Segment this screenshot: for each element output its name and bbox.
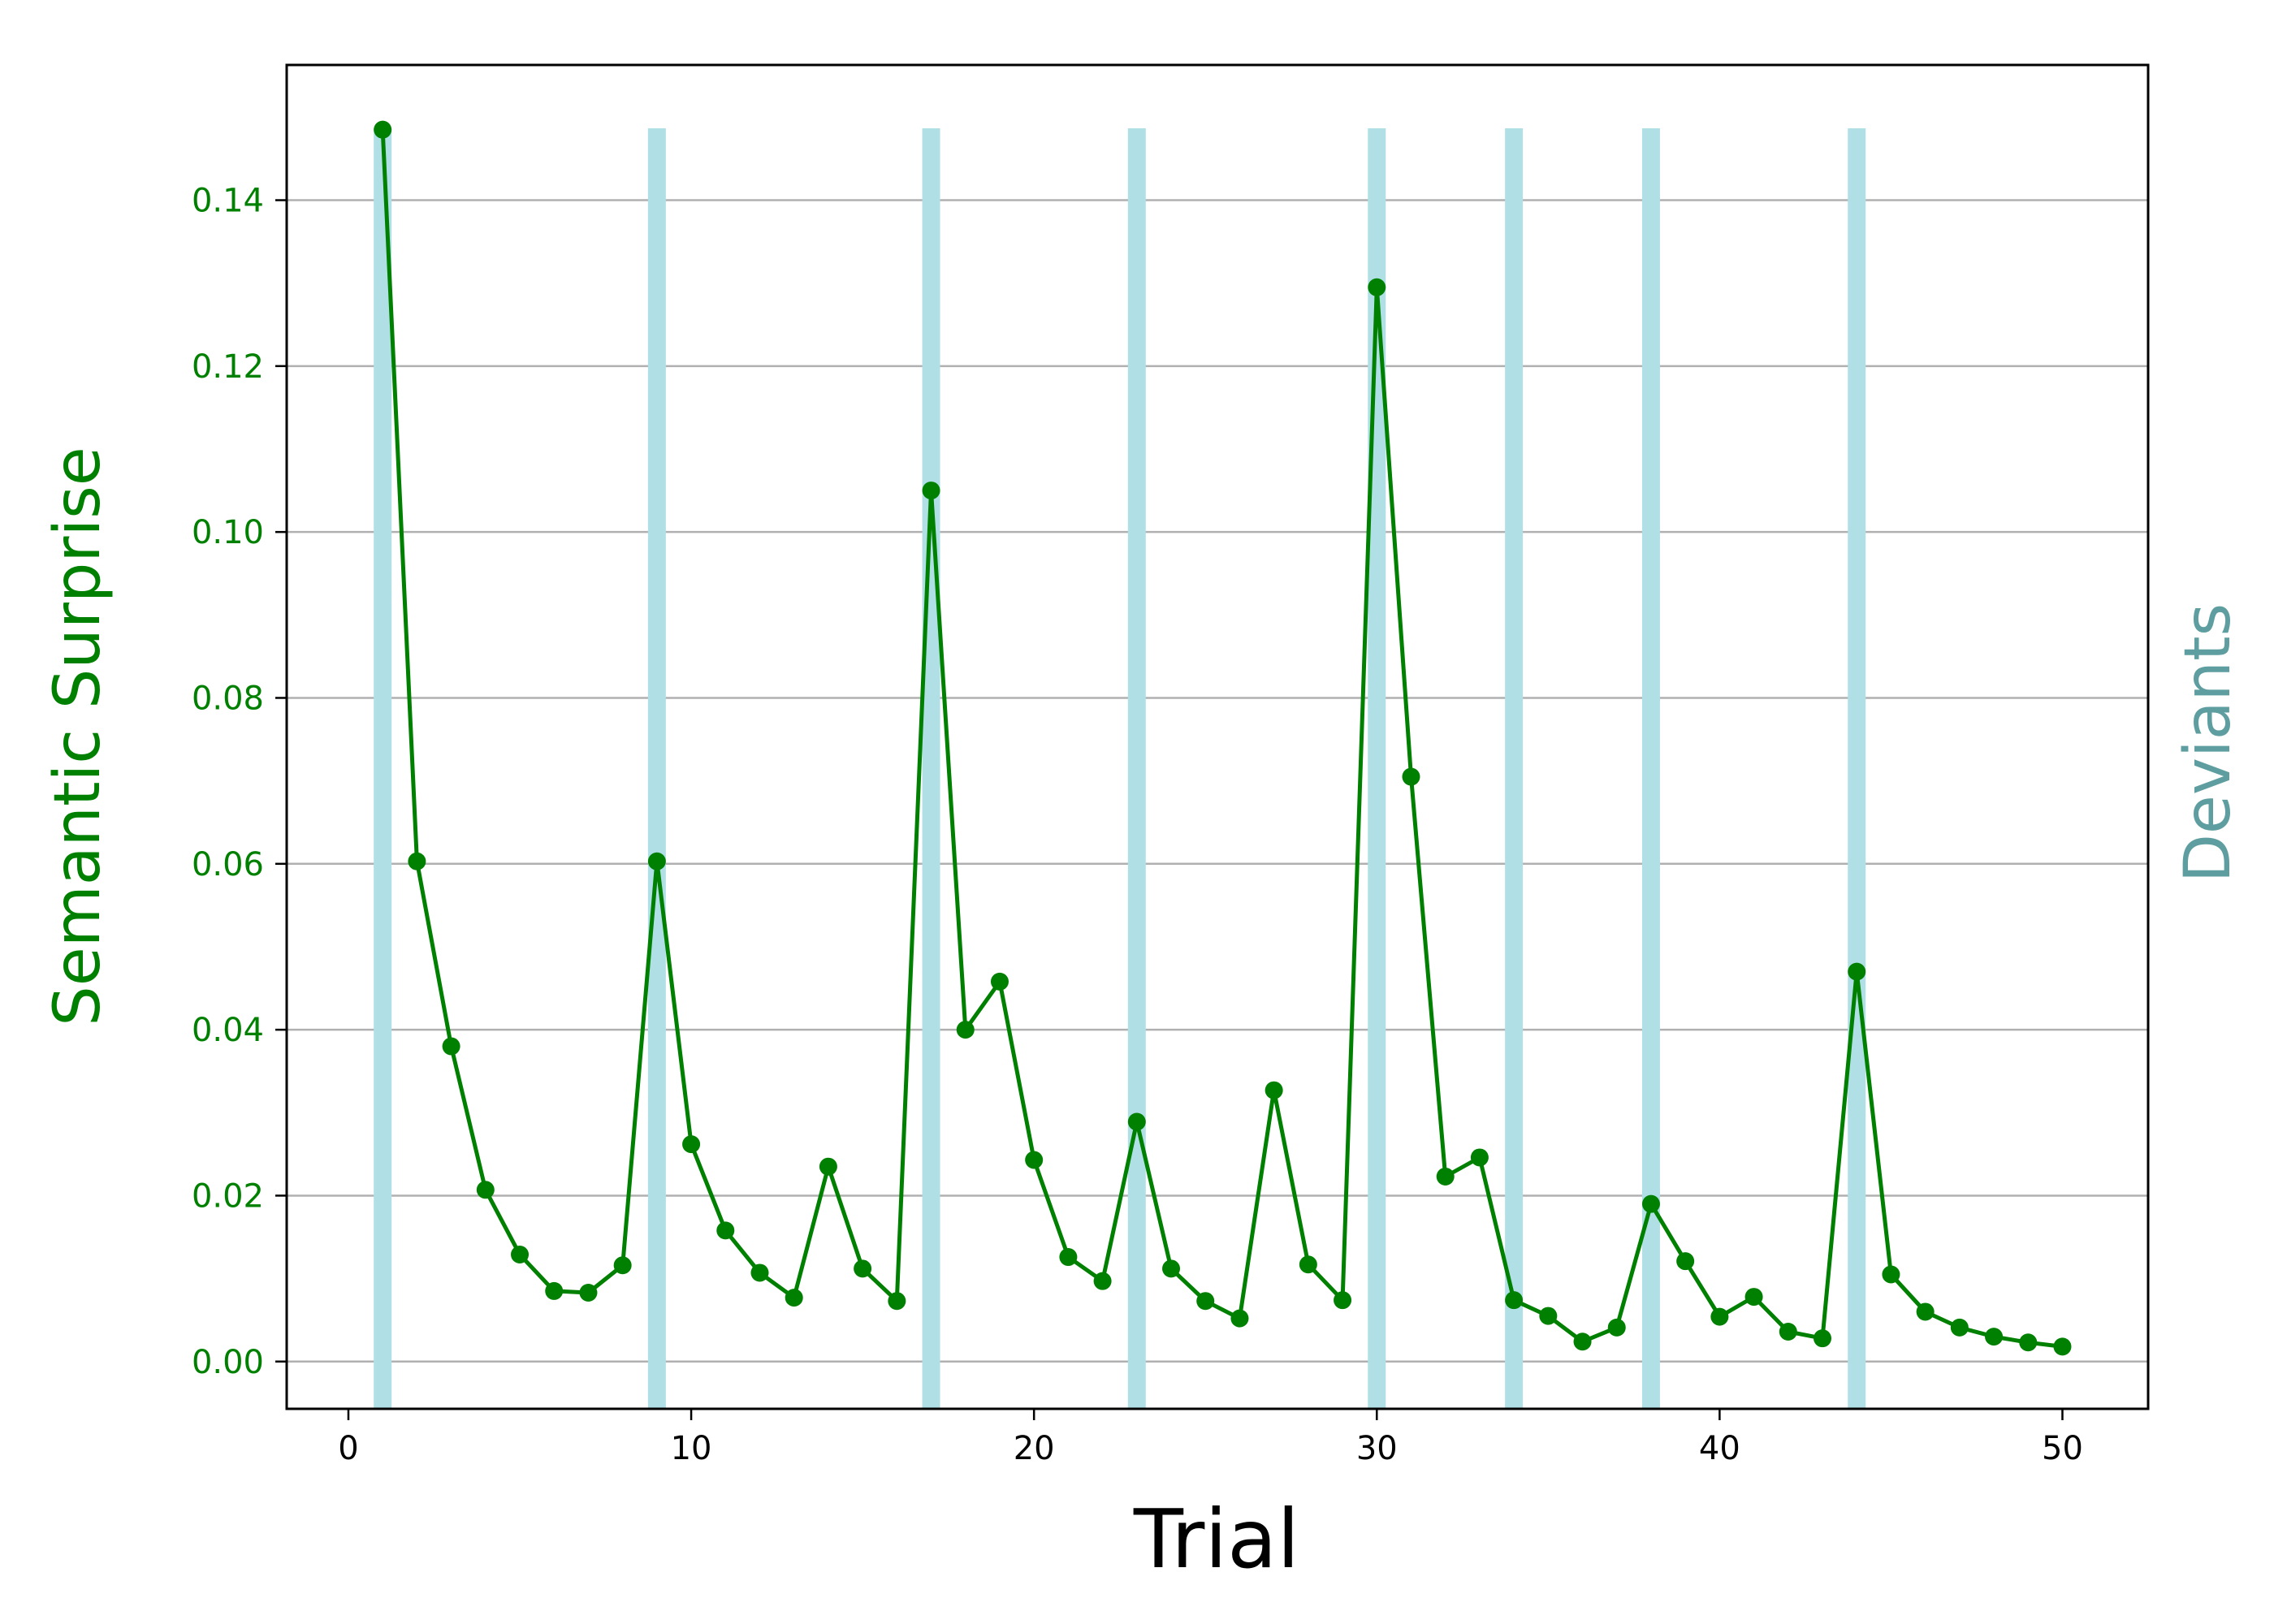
data-point xyxy=(1814,1329,1832,1348)
x-axis-label: Trial xyxy=(1133,1492,1299,1587)
data-point xyxy=(1127,1112,1146,1131)
y-ticks: 0.00 0.02 0.04 0.06 0.08 0.10 0.12 0.14 xyxy=(192,183,287,1381)
data-point xyxy=(1196,1292,1215,1311)
data-point xyxy=(1539,1307,1558,1325)
data-point xyxy=(819,1157,837,1176)
data-point xyxy=(1436,1167,1455,1186)
data-point xyxy=(1916,1302,1935,1321)
plot-frame xyxy=(285,63,2150,1410)
data-point xyxy=(716,1221,735,1240)
data-point xyxy=(1882,1265,1900,1284)
data-point xyxy=(1744,1288,1763,1307)
data-point xyxy=(1641,1194,1660,1213)
data-point xyxy=(956,1021,975,1039)
data-point xyxy=(613,1256,632,1275)
data-point xyxy=(408,852,426,870)
data-point xyxy=(1607,1318,1626,1337)
data-point xyxy=(922,482,940,500)
data-point xyxy=(1265,1081,1283,1099)
data-point xyxy=(990,972,1009,991)
data-point xyxy=(374,120,392,139)
x-ticks: 0 10 20 30 40 50 xyxy=(338,1409,2083,1467)
deviant-bands xyxy=(374,128,1866,1409)
data-point xyxy=(1505,1291,1524,1310)
data-point xyxy=(1368,278,1386,296)
data-point xyxy=(1402,767,1420,786)
data-point xyxy=(854,1259,872,1278)
y-tick-label: 0.06 xyxy=(192,846,264,883)
data-point xyxy=(476,1181,495,1199)
y-tick-label: 0.02 xyxy=(192,1177,264,1215)
data-point xyxy=(1093,1272,1112,1290)
data-point xyxy=(1162,1259,1181,1278)
data-point xyxy=(785,1289,803,1307)
data-point xyxy=(511,1245,530,1263)
x-tick-label: 20 xyxy=(1014,1430,1055,1467)
right-axis-label: Deviants xyxy=(2172,603,2245,883)
data-point xyxy=(1059,1248,1078,1267)
data-point xyxy=(1573,1332,1592,1351)
series-surprise xyxy=(374,120,2072,1356)
data-point xyxy=(2053,1337,2072,1356)
data-point xyxy=(545,1281,564,1300)
x-tick-label: 10 xyxy=(671,1430,712,1467)
y-tick-label: 0.12 xyxy=(192,348,264,386)
data-point xyxy=(1470,1148,1489,1167)
data-point xyxy=(1230,1309,1249,1328)
data-point xyxy=(1025,1151,1044,1169)
y-tick-label: 0.00 xyxy=(192,1344,264,1381)
data-point xyxy=(1710,1307,1729,1326)
data-point xyxy=(1985,1328,2004,1346)
data-point xyxy=(1676,1252,1695,1271)
x-tick-label: 0 xyxy=(338,1430,358,1467)
data-point xyxy=(1779,1322,1797,1341)
data-point xyxy=(2019,1333,2038,1352)
data-point xyxy=(579,1283,598,1302)
y-tick-label: 0.10 xyxy=(192,514,264,551)
data-point xyxy=(1848,962,1866,981)
data-point xyxy=(442,1037,460,1056)
y-tick-label: 0.08 xyxy=(192,680,264,717)
data-point xyxy=(750,1263,769,1282)
data-point xyxy=(682,1135,701,1154)
data-point xyxy=(1299,1255,1317,1274)
data-point xyxy=(647,852,666,870)
data-point xyxy=(1334,1291,1352,1310)
y-tick-label: 0.14 xyxy=(192,183,264,220)
y-tick-label: 0.04 xyxy=(192,1012,264,1049)
data-point xyxy=(888,1292,906,1311)
y-axis-label: Semantic Surprise xyxy=(41,447,115,1026)
x-tick-label: 30 xyxy=(1356,1430,1398,1467)
x-tick-label: 40 xyxy=(1699,1430,1740,1467)
gridlines xyxy=(287,199,2148,1363)
data-point xyxy=(1950,1318,1969,1337)
x-tick-label: 50 xyxy=(2042,1430,2083,1467)
